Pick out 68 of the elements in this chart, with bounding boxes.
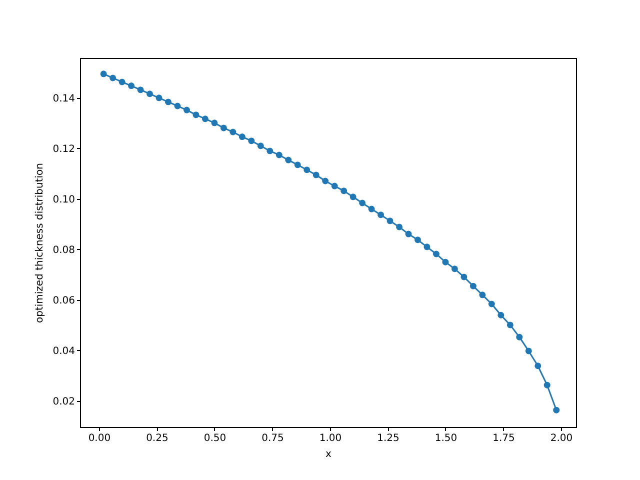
point [331, 182, 338, 190]
point [470, 282, 476, 290]
point [424, 244, 430, 250]
point [230, 128, 236, 136]
y-tick-label: 0.02 [52, 396, 75, 408]
point [137, 86, 144, 94]
point [248, 138, 255, 144]
y-tick-label: 0.04 [52, 346, 75, 357]
y-tick-label: 0.08 [52, 244, 75, 256]
point [257, 142, 264, 150]
point [192, 112, 200, 118]
point [378, 212, 384, 218]
point [405, 230, 412, 238]
point [128, 82, 135, 90]
x-tick-label: 0.25 [146, 433, 168, 444]
point [359, 200, 366, 206]
point [174, 102, 181, 110]
point [266, 148, 274, 154]
x-tick-label: 1.75 [492, 433, 515, 444]
x-tick-label: 1.25 [377, 433, 400, 444]
x-tick-label: 0.00 [88, 433, 111, 444]
point [544, 382, 550, 388]
point [276, 152, 282, 158]
point [451, 266, 458, 272]
point [100, 70, 107, 78]
point [506, 322, 514, 328]
x-tick-label: 1.50 [434, 433, 458, 444]
point [368, 206, 375, 212]
point [396, 224, 403, 230]
x-tick-label: 0.50 [204, 433, 226, 444]
y-tick-label: 0.10 [52, 194, 75, 206]
point [432, 250, 440, 258]
point [285, 156, 292, 164]
point [110, 74, 116, 82]
point [183, 106, 190, 114]
point [553, 406, 560, 414]
x-axis-title: x [326, 449, 332, 460]
point [156, 94, 162, 102]
point [220, 124, 227, 132]
point [340, 188, 348, 194]
point [386, 218, 394, 224]
point [460, 274, 468, 280]
point [498, 312, 504, 318]
y-axis-title: optimized thickness distribution [34, 162, 46, 324]
point [165, 98, 172, 106]
point [534, 362, 542, 370]
point [304, 166, 310, 174]
x-tick-label: 2.00 [550, 433, 573, 444]
y-tick-label: 0.14 [52, 93, 75, 104]
point [479, 292, 486, 298]
point [322, 178, 329, 184]
x-tick-label: 0.75 [262, 433, 284, 444]
point [350, 194, 356, 200]
point [414, 236, 421, 244]
y-tick-label: 0.12 [52, 144, 75, 155]
x-tick-label: 1.00 [319, 433, 342, 444]
point [202, 116, 208, 122]
y-tick-label: 0.06 [52, 295, 75, 306]
point [516, 334, 523, 340]
point [238, 134, 246, 140]
point [312, 172, 320, 178]
point [211, 120, 218, 126]
point [118, 78, 126, 86]
point [442, 258, 449, 266]
point [525, 348, 532, 354]
point [294, 162, 301, 168]
point [146, 90, 154, 98]
point [488, 300, 495, 308]
